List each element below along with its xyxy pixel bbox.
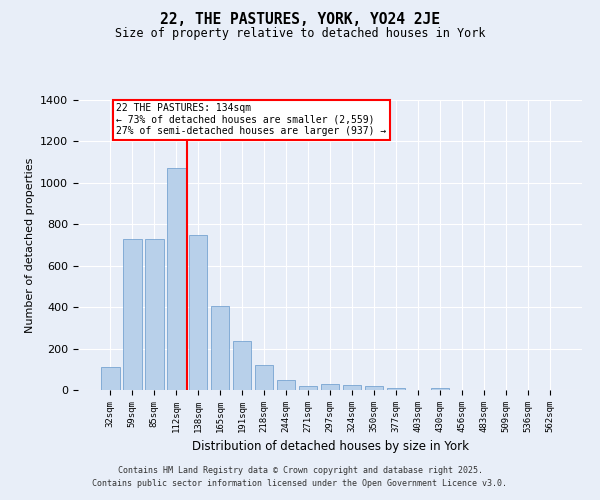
Bar: [431, 388, 449, 390]
Bar: [211, 306, 229, 390]
Bar: [320, 384, 340, 390]
Y-axis label: Number of detached properties: Number of detached properties: [25, 158, 35, 332]
Bar: [343, 385, 361, 390]
Bar: [145, 239, 164, 390]
Bar: [386, 388, 405, 390]
Text: Size of property relative to detached houses in York: Size of property relative to detached ho…: [115, 28, 485, 40]
Bar: [233, 342, 251, 390]
Bar: [101, 367, 119, 390]
Bar: [189, 234, 208, 390]
Bar: [255, 365, 274, 390]
Bar: [123, 239, 142, 390]
Bar: [299, 386, 317, 390]
Bar: [277, 380, 295, 390]
Text: 22, THE PASTURES, YORK, YO24 2JE: 22, THE PASTURES, YORK, YO24 2JE: [160, 12, 440, 28]
Bar: [167, 168, 185, 390]
Text: 22 THE PASTURES: 134sqm
← 73% of detached houses are smaller (2,559)
27% of semi: 22 THE PASTURES: 134sqm ← 73% of detache…: [116, 103, 386, 136]
Bar: [365, 386, 383, 390]
X-axis label: Distribution of detached houses by size in York: Distribution of detached houses by size …: [191, 440, 469, 454]
Text: Contains HM Land Registry data © Crown copyright and database right 2025.
Contai: Contains HM Land Registry data © Crown c…: [92, 466, 508, 487]
